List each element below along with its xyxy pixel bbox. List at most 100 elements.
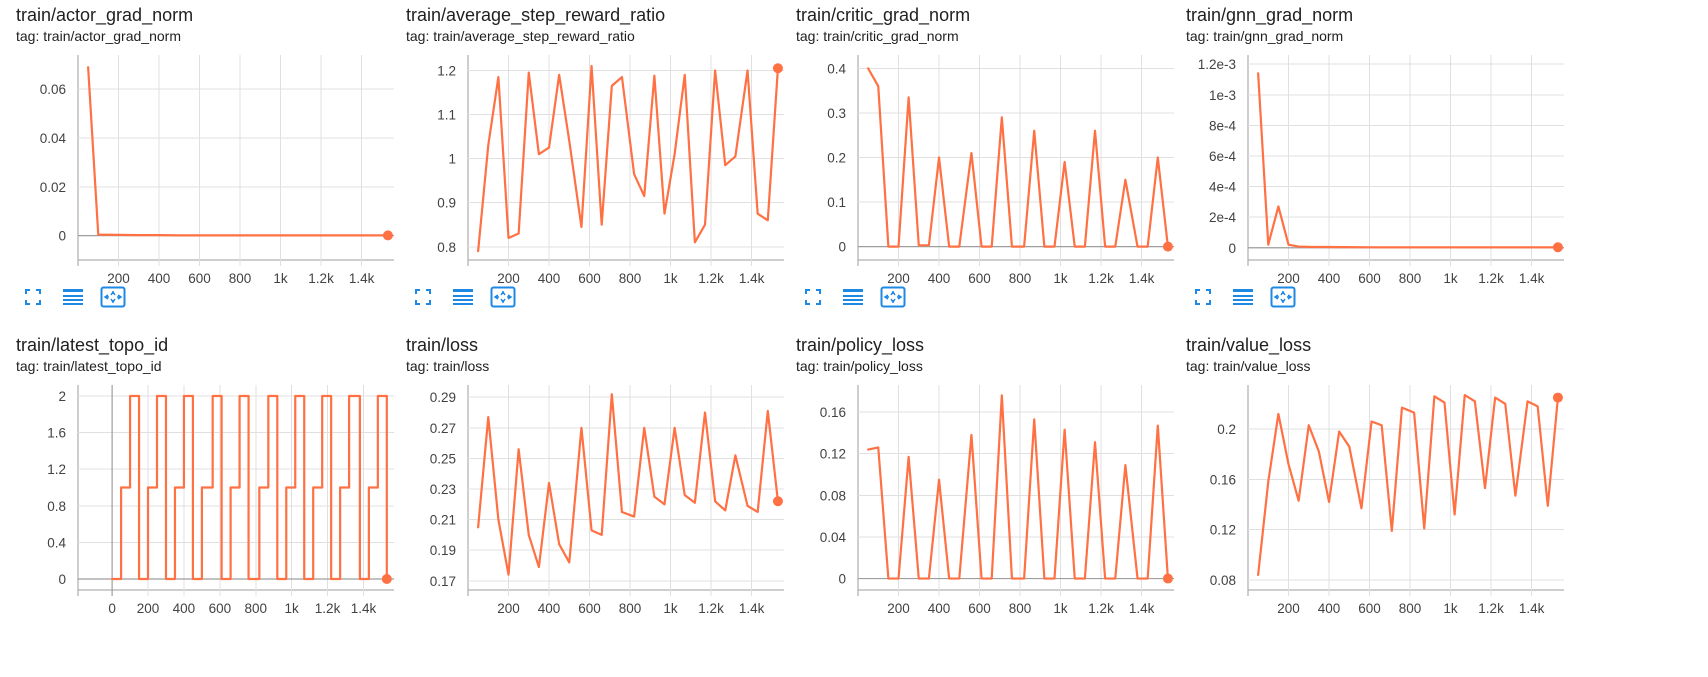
fullscreen-button[interactable] [20,286,46,308]
fullscreen-icon [1195,289,1211,305]
chart-toolbar [20,286,126,310]
fullscreen-button[interactable] [410,286,436,308]
fullscreen-icon [415,289,431,305]
y-tick-label: 0.04 [820,530,847,545]
data-table-button[interactable] [450,286,476,308]
x-tick-label: 400 [538,601,561,616]
y-tick-label: 0.08 [820,488,846,503]
line-chart-loss[interactable]: 0.17 0.19 0.21 0.23 0.25 0.27 0.29 200 400 600 800… [390,330,790,677]
line-chart-policy-loss[interactable]: 0 0.04 0.08 0.12 0.16 200 400 600 800 1k 1.2k 1.4k [780,330,1180,677]
line-chart-value-loss[interactable]: 0.08 0.12 0.16 0.2 200 400 600 800 1k 1.2k 1.4k [1170,330,1570,677]
fullscreen-icon [25,289,41,305]
y-tick-label: 0.29 [430,390,456,405]
chart-tag: tag: train/latest_topo_id [16,358,162,374]
chart-card: train/loss tag: train/loss 0.17 0.19 0.21 0… [390,330,784,660]
x-tick-label: 200 [497,601,520,616]
y-tick-label: 0.16 [1210,472,1236,487]
data-table-button[interactable] [60,286,86,308]
y-tick-label: 0 [1228,241,1236,256]
x-tick-label: 1k [663,271,678,286]
chart-tag: tag: train/policy_loss [796,358,923,374]
data-table-icon [453,289,473,305]
chart-card: train/actor_grad_norm tag: train/actor_g… [0,0,394,330]
y-tick-label: 0.2 [827,151,846,166]
data-table-icon [63,289,83,305]
x-tick-label: 1.2k [1478,271,1504,286]
last-point-marker[interactable] [772,496,783,507]
y-tick-label: 1.2e-3 [1198,57,1236,72]
last-point-marker[interactable] [772,63,783,74]
series-line [1257,393,1560,577]
last-point-marker[interactable] [1162,241,1173,252]
y-tick-label: 0 [58,229,66,244]
last-point-marker[interactable] [1552,392,1563,403]
last-point-marker[interactable] [1552,242,1563,253]
x-tick-label: 1.2k [308,271,334,286]
fullscreen-icon [805,289,821,305]
y-tick-label: 0.8 [437,240,456,255]
last-point-marker[interactable] [1162,573,1173,584]
fullscreen-button[interactable] [1190,286,1216,308]
data-table-button[interactable] [1230,286,1256,308]
x-tick-label: 600 [209,601,232,616]
y-tick-label: 1.1 [437,108,456,123]
series-line [111,394,388,581]
chart-title: train/critic_grad_norm [796,5,971,25]
fit-domain-button[interactable] [490,286,516,308]
x-tick-label: 1.4k [1519,601,1545,616]
fit-domain-button[interactable] [100,286,126,308]
y-tick-label: 0.4 [827,61,846,76]
x-tick-label: 1.2k [1088,271,1114,286]
chart-tag: tag: train/average_step_reward_ratio [406,28,635,44]
y-tick-label: 0 [838,240,846,255]
x-tick-label: 1.2k [1088,601,1114,616]
series-line [1257,72,1560,249]
x-tick-label: 200 [887,271,910,286]
x-tick-label: 200 [1277,271,1300,286]
line-chart-latest-topo-id[interactable]: 0 0.4 0.8 1.2 1.6 2 0 200 400 600 800 1k 1.2k 1.4k [0,330,400,677]
chart-title: train/actor_grad_norm [16,5,194,25]
x-tick-label: 200 [107,271,130,286]
line-chart-actor-grad-norm[interactable]: 0 0.02 0.04 0.06 200 400 600 800 1k 1.2k 1.4k [0,0,400,330]
y-tick-label: 0.1 [827,195,846,210]
x-tick-label: 200 [887,601,910,616]
chart-title: train/gnn_grad_norm [1186,5,1354,25]
data-table-icon [843,289,863,305]
x-tick-label: 800 [244,601,267,616]
x-tick-label: 1k [1443,271,1458,286]
x-tick-label: 1.2k [1478,601,1504,616]
fullscreen-button[interactable] [800,286,826,308]
x-tick-label: 1k [1053,271,1068,286]
chart-title: train/latest_topo_id [16,335,169,355]
y-tick-label: 0.23 [430,482,456,497]
line-chart-average-step-reward-ratio[interactable]: 0.8 0.9 1 1.1 1.2 200 400 600 800 1k 1.2k 1.4k [390,0,790,330]
x-tick-label: 400 [148,271,171,286]
line-chart-critic-grad-norm[interactable]: 0 0.1 0.2 0.3 0.4 200 400 600 800 1k 1.2k 1.4k [780,0,1180,330]
chart-toolbar [1190,286,1296,310]
data-table-button[interactable] [840,286,866,308]
chart-title: train/value_loss [1186,335,1312,355]
x-tick-label: 1k [1443,601,1458,616]
chart-card: train/critic_grad_norm tag: train/critic… [780,0,1174,330]
fit-domain-button[interactable] [880,286,906,308]
last-point-marker[interactable] [382,230,393,241]
fit-domain-button[interactable] [1270,286,1296,308]
y-tick-label: 6e-4 [1209,149,1237,164]
fit-domain-icon [490,286,516,308]
x-tick-label: 600 [968,271,991,286]
x-tick-label: 1.2k [315,601,341,616]
y-tick-label: 0.08 [1210,573,1236,588]
last-point-marker[interactable] [381,574,392,585]
x-tick-label: 1.2k [698,601,724,616]
line-chart-gnn-grad-norm[interactable]: 0 2e-4 4e-4 6e-4 8e-4 1e-3 1.2e-3 200 400 600 800 1… [1170,0,1570,330]
y-tick-label: 8e-4 [1209,118,1237,133]
series-line [867,67,1170,248]
x-tick-label: 600 [578,601,601,616]
y-tick-label: 0.16 [820,405,846,420]
series-line [867,394,1170,580]
chart-card: train/policy_loss tag: train/policy_loss… [780,330,1174,660]
series-line [477,64,780,253]
chart-toolbar [410,286,516,310]
x-tick-label: 1k [663,601,678,616]
y-tick-label: 2 [58,389,66,404]
